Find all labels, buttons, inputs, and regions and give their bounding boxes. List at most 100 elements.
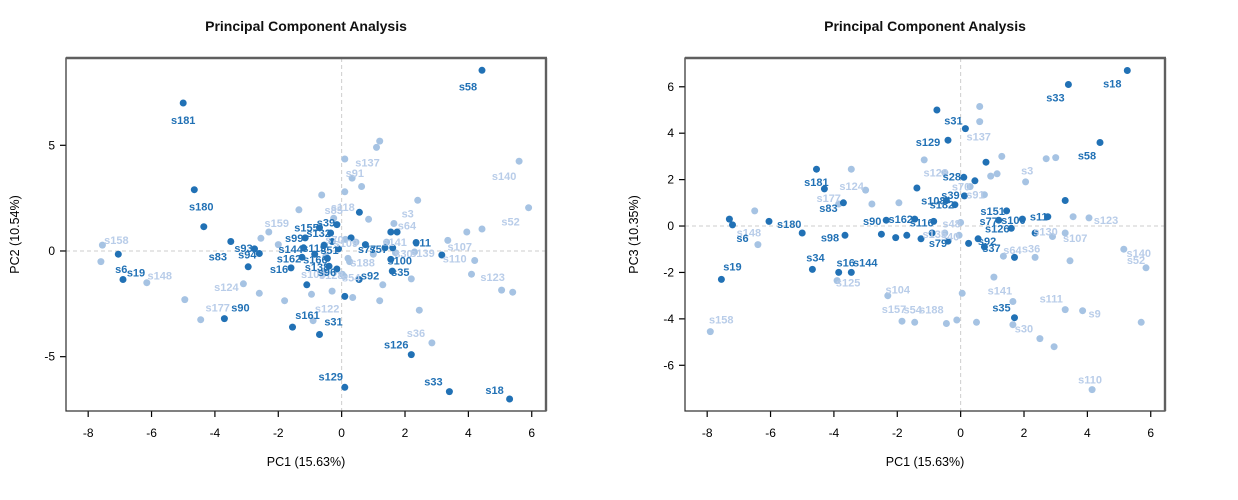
point-label: s188: [350, 258, 374, 270]
data-point: [1069, 213, 1077, 221]
point-label: s130: [1033, 227, 1057, 239]
data-point: [751, 207, 759, 215]
point-label: s31: [944, 116, 962, 128]
data-point: [942, 320, 950, 327]
data-point: [961, 125, 969, 133]
point-label: s79: [929, 238, 947, 250]
point-label: s141: [988, 286, 1012, 298]
y-tick-label: 5: [48, 138, 55, 152]
data-point: [966, 183, 974, 191]
data-point: [813, 165, 820, 173]
point-label: s57: [370, 244, 388, 256]
data-point: [1123, 67, 1131, 74]
data-point: [1050, 343, 1058, 351]
data-point: [388, 267, 396, 275]
data-point: [301, 234, 309, 242]
x-tick-label: -6: [765, 426, 776, 440]
data-point: [333, 265, 341, 273]
y-tick-label: -4: [663, 312, 674, 326]
point-label: s148: [737, 228, 761, 240]
point-label: s162: [888, 214, 912, 226]
point-label: s118: [331, 202, 355, 214]
point-label: s33: [1046, 93, 1064, 105]
data-point: [330, 214, 338, 222]
x-tick-label: 2: [1021, 426, 1028, 440]
pca-plot-pc1-pc2: -8 -6 -4 -2 0 2 4 6 -5 0 5 s158 s148 s124 s177 s122 s36 s…: [8, 18, 548, 469]
data-point: [976, 118, 984, 126]
data-point: [1088, 386, 1096, 394]
point-label: s180: [777, 219, 801, 231]
x-tick-label: -4: [829, 426, 840, 440]
data-point: [119, 276, 127, 283]
point-label: s91: [346, 168, 364, 180]
point-label: s110: [443, 254, 467, 266]
point-label: s54: [904, 304, 923, 316]
data-point: [1052, 154, 1060, 162]
data-point: [298, 253, 306, 261]
data-point: [506, 395, 514, 403]
data-point: [287, 264, 295, 272]
data-point: [884, 292, 892, 300]
data-point: [376, 137, 384, 145]
data-point: [928, 229, 936, 237]
data-point: [251, 245, 258, 253]
data-point: [990, 273, 998, 281]
x-tick-label: -2: [273, 426, 284, 440]
data-point: [1064, 81, 1072, 88]
data-point: [281, 297, 289, 305]
data-point: [316, 224, 323, 232]
point-label: s132: [306, 228, 330, 240]
point-label: s139: [410, 248, 434, 260]
point-label: s124: [839, 181, 864, 193]
data-point: [333, 221, 341, 229]
data-point: [274, 241, 282, 249]
data-point: [998, 152, 1006, 160]
point-label: s144: [853, 257, 878, 269]
data-point: [387, 255, 395, 263]
y-tick-label: 0: [48, 244, 55, 258]
data-point: [341, 292, 349, 300]
y-tick-label: -5: [44, 350, 55, 364]
data-point: [839, 199, 847, 207]
data-point: [257, 234, 265, 242]
data-point: [765, 217, 773, 225]
data-point: [525, 204, 533, 212]
data-point: [407, 351, 415, 359]
data-point: [754, 241, 762, 249]
data-point: [328, 287, 336, 295]
data-point: [255, 250, 263, 257]
data-point: [941, 229, 949, 237]
data-point: [179, 99, 187, 107]
data-point: [344, 254, 352, 262]
data-point: [953, 316, 961, 324]
point-label: s16: [837, 257, 855, 269]
data-point: [361, 241, 369, 249]
point-label: s37: [982, 243, 1000, 255]
point-label: s36: [407, 328, 425, 340]
point-label: s138: [305, 262, 329, 274]
data-point: [308, 290, 315, 298]
point-label: s104: [886, 285, 911, 297]
data-point: [877, 230, 885, 238]
data-point: [411, 248, 418, 256]
data-point: [311, 250, 319, 258]
data-point: [1031, 229, 1039, 237]
data-point: [895, 199, 903, 207]
point-label: s157: [882, 304, 906, 316]
data-point: [365, 215, 373, 223]
data-point: [1042, 155, 1050, 163]
data-point: [369, 250, 377, 258]
y-axis-title: PC2 (10.54%): [8, 195, 22, 274]
data-point: [143, 279, 151, 287]
point-label: s9: [1088, 309, 1100, 321]
point-label: s18: [485, 385, 503, 397]
data-point: [808, 265, 816, 273]
data-point: [971, 177, 979, 185]
point-label: s39: [941, 190, 959, 202]
x-tick-label: -6: [146, 426, 157, 440]
point-label: s140: [1127, 248, 1151, 260]
data-point: [349, 294, 357, 301]
data-point: [463, 228, 471, 236]
data-point: [478, 66, 486, 74]
